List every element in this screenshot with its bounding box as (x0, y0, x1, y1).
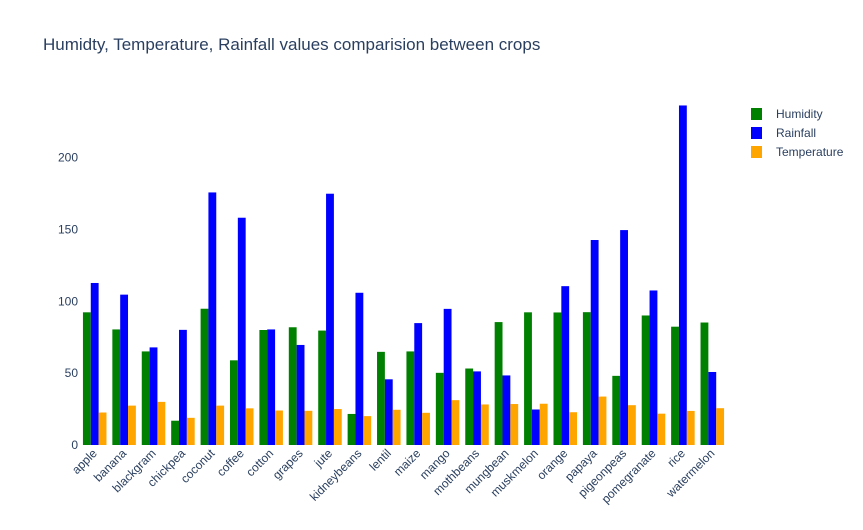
bar-rainfall-coffee[interactable] (237, 217, 246, 445)
bar-humidity-apple[interactable] (82, 312, 91, 445)
bar-rainfall-watermelon[interactable] (708, 371, 717, 445)
legend-item-humidity[interactable]: Humidity (751, 107, 823, 121)
bar-rainfall-mothbeans[interactable] (473, 371, 481, 445)
legend-swatch (751, 127, 762, 139)
bar-rainfall-maize[interactable] (414, 323, 423, 445)
x-tick-label: lentil (367, 446, 394, 473)
bar-humidity-cotton[interactable] (259, 330, 268, 445)
bars-layer (82, 105, 725, 446)
chart-title: Humidty, Temperature, Rainfall values co… (43, 35, 540, 54)
bar-rainfall-mungbean[interactable] (502, 375, 511, 445)
bar-temperature-grapes[interactable] (304, 410, 313, 445)
bar-rainfall-banana[interactable] (120, 294, 129, 445)
bar-humidity-coffee[interactable] (229, 360, 238, 445)
bar-temperature-pomegranate[interactable] (657, 413, 666, 445)
bar-humidity-banana[interactable] (112, 329, 121, 445)
bar-humidity-mothbeans[interactable] (465, 368, 474, 445)
bar-humidity-orange[interactable] (553, 312, 562, 445)
bar-rainfall-coconut[interactable] (208, 192, 217, 445)
bar-humidity-mango[interactable] (435, 372, 444, 445)
y-axis: 0 50 100 150 200 (58, 151, 78, 453)
bar-humidity-rice[interactable] (671, 326, 679, 445)
legend[interactable]: Humidity Rainfall Temperature (751, 107, 844, 159)
bar-rainfall-kidneybeans[interactable] (355, 292, 364, 445)
x-axis: applebananablackgramchickpeacoconutcoffe… (69, 446, 717, 506)
x-tick-label: coconut (178, 446, 218, 486)
bar-humidity-coconut[interactable] (200, 308, 209, 445)
bar-temperature-maize[interactable] (422, 412, 430, 445)
bar-temperature-banana[interactable] (128, 405, 136, 445)
legend-item-rainfall[interactable]: Rainfall (751, 126, 816, 140)
bar-rainfall-jute[interactable] (326, 193, 334, 445)
bar-humidity-pomegranate[interactable] (641, 315, 650, 445)
bar-rainfall-pomegranate[interactable] (649, 290, 658, 445)
legend-swatch (751, 108, 762, 120)
bar-temperature-kidneybeans[interactable] (363, 416, 372, 445)
bar-rainfall-apple[interactable] (90, 282, 99, 445)
x-tick-label: rice (664, 446, 688, 470)
x-tick-label: grapes (270, 446, 306, 482)
plot-background (80, 100, 727, 445)
bar-temperature-coconut[interactable] (216, 405, 225, 445)
legend-swatch (751, 146, 762, 158)
bar-rainfall-orange[interactable] (561, 286, 570, 445)
y-tick-label: 150 (58, 222, 78, 236)
bar-temperature-papaya[interactable] (598, 396, 607, 445)
bar-rainfall-rice[interactable] (678, 105, 687, 446)
bar-temperature-pigeonpeas[interactable] (627, 405, 636, 445)
bar-humidity-kidneybeans[interactable] (347, 413, 356, 445)
bar-rainfall-muskmelon[interactable] (531, 409, 540, 445)
bar-rainfall-blackgram[interactable] (149, 347, 158, 445)
bar-temperature-mungbean[interactable] (510, 404, 519, 445)
bar-temperature-jute[interactable] (333, 409, 342, 445)
bar-humidity-pigeonpeas[interactable] (612, 375, 621, 445)
bar-humidity-blackgram[interactable] (141, 351, 150, 445)
bar-rainfall-lentil[interactable] (384, 379, 393, 445)
legend-label: Temperature (776, 145, 844, 159)
bar-temperature-mango[interactable] (451, 400, 460, 445)
bar-humidity-maize[interactable] (406, 351, 415, 445)
legend-label: Humidity (776, 107, 823, 121)
bar-humidity-chickpea[interactable] (171, 420, 180, 445)
bar-humidity-lentil[interactable] (377, 351, 385, 445)
bar-humidity-grapes[interactable] (288, 327, 297, 445)
y-tick-label: 100 (58, 294, 78, 308)
bar-temperature-lentil[interactable] (392, 409, 401, 445)
bar-temperature-coffee[interactable] (245, 408, 254, 445)
y-tick-label: 0 (71, 438, 78, 452)
bar-humidity-jute[interactable] (318, 330, 327, 445)
x-tick-label: coffee (214, 446, 247, 479)
bar-rainfall-pigeonpeas[interactable] (620, 230, 628, 445)
bar-rainfall-cotton[interactable] (267, 329, 276, 445)
bar-humidity-watermelon[interactable] (700, 322, 709, 445)
legend-label: Rainfall (776, 126, 816, 140)
bar-rainfall-papaya[interactable] (590, 240, 599, 445)
bar-rainfall-mango[interactable] (443, 308, 452, 445)
bar-temperature-muskmelon[interactable] (539, 403, 548, 445)
bar-temperature-chickpea[interactable] (186, 417, 195, 445)
bar-humidity-mungbean[interactable] (494, 322, 503, 445)
bar-rainfall-chickpea[interactable] (179, 329, 187, 445)
bar-temperature-orange[interactable] (569, 412, 578, 445)
bar-temperature-rice[interactable] (686, 410, 695, 445)
bar-rainfall-grapes[interactable] (296, 344, 305, 445)
bar-humidity-papaya[interactable] (582, 312, 591, 445)
x-tick-label: jute (311, 446, 336, 471)
bar-temperature-cotton[interactable] (275, 410, 283, 446)
bar-temperature-apple[interactable] (98, 412, 107, 445)
bar-temperature-watermelon[interactable] (716, 408, 725, 445)
bar-temperature-mothbeans[interactable] (480, 404, 489, 445)
legend-item-temperature[interactable]: Temperature (751, 145, 844, 159)
y-tick-label: 50 (65, 366, 79, 380)
y-tick-label: 200 (58, 151, 78, 165)
bar-humidity-muskmelon[interactable] (524, 312, 532, 445)
bar-temperature-blackgram[interactable] (157, 401, 166, 446)
